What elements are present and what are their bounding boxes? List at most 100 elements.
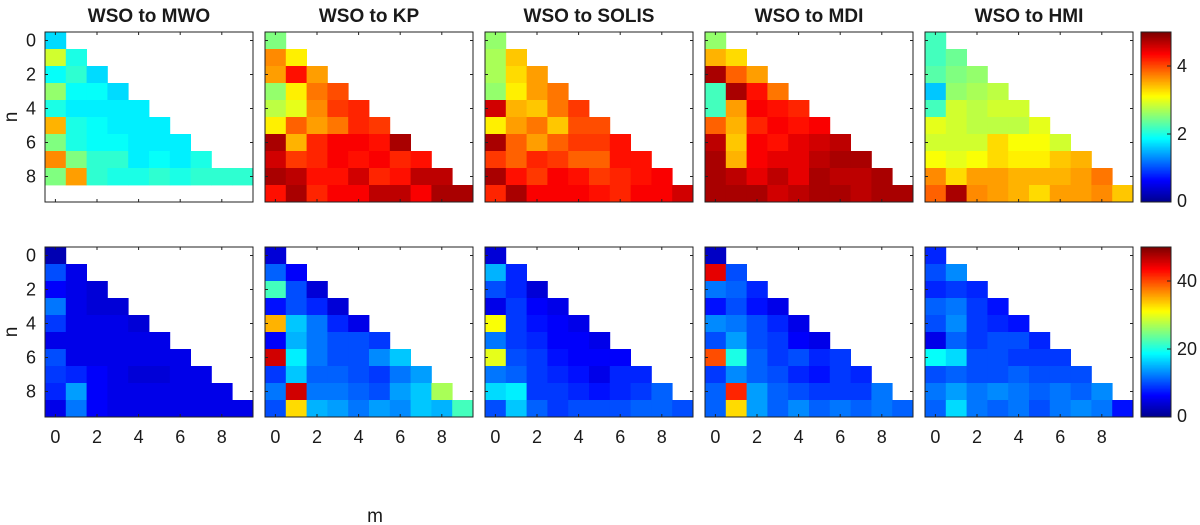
colorbar-swatch xyxy=(1141,200,1171,203)
colorbar-swatch xyxy=(1141,341,1171,344)
heatmap-cell xyxy=(705,281,727,299)
heatmap-cell xyxy=(1070,151,1092,169)
colorbar-swatch xyxy=(1141,111,1171,114)
colorbar-swatch xyxy=(1141,364,1171,367)
heatmap-cell xyxy=(966,83,988,101)
colorbar-swatch xyxy=(1141,400,1171,402)
heatmap-cell xyxy=(672,400,694,418)
heatmap-cell xyxy=(767,383,789,401)
colorbar-swatch xyxy=(1141,112,1171,115)
colorbar-swatch xyxy=(1141,44,1171,47)
heatmap-cell xyxy=(107,366,129,384)
colorbar-swatch xyxy=(1141,316,1171,319)
heatmap-cell xyxy=(107,117,129,135)
colorbar-swatch xyxy=(1141,196,1171,199)
heatmap-cell xyxy=(725,264,747,282)
heatmap-cell xyxy=(190,168,212,186)
colorbar-swatch xyxy=(1141,351,1171,354)
colorbar-swatch xyxy=(1141,125,1171,128)
heatmap-cell xyxy=(65,151,87,169)
heatmap-cell xyxy=(369,185,391,203)
heatmap-cell xyxy=(609,383,631,401)
heatmap-cell xyxy=(45,66,67,84)
heatmap-cell xyxy=(788,100,810,118)
x-tick-label: 2 xyxy=(972,427,982,447)
heatmap-cell xyxy=(45,100,67,118)
heatmap-cell xyxy=(987,83,1009,101)
panel-frame xyxy=(924,31,1134,203)
heatmap-cell xyxy=(485,264,507,282)
heatmap-cell xyxy=(871,168,893,186)
heatmap-cell xyxy=(925,264,947,282)
heatmap-cell xyxy=(169,168,191,186)
heatmap-cell xyxy=(945,49,967,67)
heatmap-cell xyxy=(547,315,569,333)
heatmap-cell xyxy=(809,383,831,401)
heatmap-cell xyxy=(767,151,789,169)
heatmap-cell xyxy=(672,185,694,203)
heatmap-cell xyxy=(1049,383,1071,401)
colorbar-swatch xyxy=(1141,194,1171,197)
heatmap-cell xyxy=(809,168,831,186)
heatmap-cell xyxy=(725,49,747,67)
colorbar-swatch xyxy=(1141,340,1171,343)
heatmap-cell xyxy=(306,151,328,169)
heatmap-panel xyxy=(264,31,474,203)
heatmap-cell xyxy=(505,168,527,186)
heatmap-cell xyxy=(128,366,150,384)
panel-frame xyxy=(924,246,1134,418)
colorbar-swatch xyxy=(1141,409,1171,412)
colorbar-swatch xyxy=(1141,307,1171,310)
heatmap-cell xyxy=(169,151,191,169)
colorbar-swatch xyxy=(1141,63,1171,65)
colorbar-swatch xyxy=(1141,115,1171,118)
heatmap-cell xyxy=(285,117,307,135)
colorbar-swatch xyxy=(1141,415,1171,418)
heatmap-cell xyxy=(651,185,673,203)
colorbar-swatch xyxy=(1141,300,1171,303)
heatmap-cell xyxy=(265,185,287,203)
heatmap-cell xyxy=(925,134,947,152)
heatmap-cell xyxy=(609,400,631,418)
colorbar-swatch xyxy=(1141,172,1171,175)
heatmap-cell xyxy=(746,315,768,333)
colorbar-swatch xyxy=(1141,134,1171,136)
heatmap-cell xyxy=(232,168,254,186)
heatmap-cell xyxy=(327,117,349,135)
heatmap-cell xyxy=(651,383,673,401)
colorbar-swatch xyxy=(1141,289,1171,292)
heatmap-cell xyxy=(265,134,287,152)
heatmap-cell xyxy=(1070,383,1092,401)
heatmap-cell xyxy=(369,117,391,135)
colorbar-swatch xyxy=(1141,282,1171,285)
colorbar-swatch xyxy=(1141,275,1171,278)
heatmap-cell xyxy=(86,100,108,118)
heatmap-cell xyxy=(86,349,108,367)
colorbar-swatch xyxy=(1141,75,1171,78)
heatmap-cell xyxy=(1008,134,1030,152)
colorbar-swatch xyxy=(1141,295,1171,297)
heatmap-cell xyxy=(705,332,727,350)
heatmap-cell xyxy=(327,134,349,152)
heatmap-cell xyxy=(705,366,727,384)
heatmap-cell xyxy=(348,383,370,401)
colorbar-swatch xyxy=(1141,279,1171,282)
heatmap-cell xyxy=(746,332,768,350)
colorbar-swatch xyxy=(1141,334,1171,337)
heatmap-cell xyxy=(1049,349,1071,367)
heatmap-cell xyxy=(871,383,893,401)
heatmap-cell xyxy=(725,134,747,152)
heatmap-cell xyxy=(589,151,611,169)
heatmap-cell xyxy=(86,168,108,186)
heatmap-cell xyxy=(746,281,768,299)
colorbar-swatch xyxy=(1141,313,1171,316)
heatmap-cell xyxy=(547,83,569,101)
x-tick-label: 0 xyxy=(930,427,940,447)
heatmap-cell xyxy=(1112,185,1134,203)
heatmap-cell xyxy=(1112,400,1134,418)
heatmap-cell xyxy=(505,83,527,101)
heatmap-cell xyxy=(630,185,652,203)
colorbar-swatch xyxy=(1141,105,1171,108)
x-tick-label: 8 xyxy=(657,427,667,447)
heatmap-cell xyxy=(410,400,432,418)
